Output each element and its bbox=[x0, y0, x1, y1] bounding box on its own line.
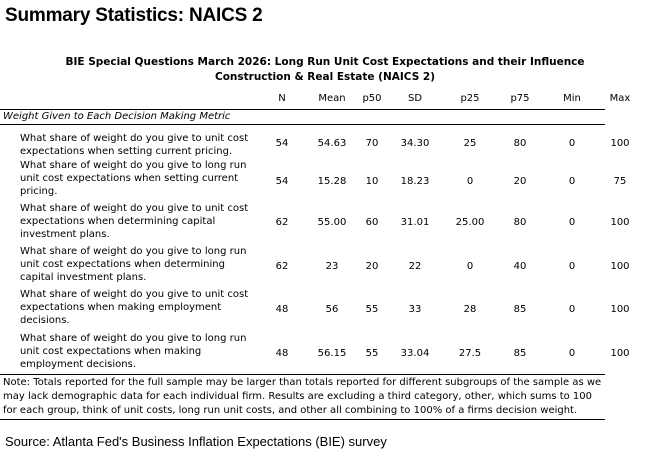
cell-mean: 55.00 bbox=[317, 217, 347, 228]
cell-p25: 27.5 bbox=[458, 348, 482, 359]
row-question: What share of weight do you give to unit… bbox=[20, 203, 249, 240]
cell-max: 75 bbox=[613, 176, 627, 187]
cell-p25: 0 bbox=[466, 261, 474, 272]
cell-p75: 20 bbox=[513, 176, 527, 187]
page-title: Summary Statistics: NAICS 2 bbox=[5, 5, 263, 26]
cell-n: 48 bbox=[275, 304, 289, 315]
cell-p75: 80 bbox=[513, 217, 527, 228]
cell-max: 100 bbox=[610, 138, 630, 149]
cell-n: 62 bbox=[275, 217, 289, 228]
table-row: What share of weight do you give to unit… bbox=[0, 131, 650, 173]
row-question: What share of weight do you give to long… bbox=[20, 246, 247, 283]
cell-min: 0 bbox=[568, 304, 576, 315]
cell-p50: 55 bbox=[365, 304, 379, 315]
cell-n: 62 bbox=[275, 261, 289, 272]
row-question: What share of weight do you give to unit… bbox=[20, 289, 249, 326]
cell-sd: 34.30 bbox=[400, 138, 430, 149]
cell-p50: 55 bbox=[365, 348, 379, 359]
cell-mean: 54.63 bbox=[317, 138, 347, 149]
header-p50: p50 bbox=[362, 93, 382, 104]
source-caption: Source: Atlanta Fed's Business Inflation… bbox=[5, 434, 387, 449]
header-mean: Mean bbox=[318, 93, 346, 104]
cell-p50: 20 bbox=[365, 261, 379, 272]
cell-mean: 15.28 bbox=[317, 176, 347, 187]
row-question: What share of weight do you give to long… bbox=[20, 160, 247, 197]
cell-p25: 28 bbox=[463, 304, 477, 315]
header-p25: p25 bbox=[460, 93, 480, 104]
header-min: Min bbox=[563, 93, 581, 104]
cell-max: 100 bbox=[610, 261, 630, 272]
cell-min: 0 bbox=[568, 217, 576, 228]
cell-p25: 25 bbox=[463, 138, 477, 149]
cell-n: 54 bbox=[275, 176, 289, 187]
cell-max: 100 bbox=[610, 348, 630, 359]
table-note: Note: Totals reported for the full sampl… bbox=[0, 374, 605, 420]
table-header-row: N Mean p50 SD p25 p75 Min Max bbox=[0, 91, 650, 106]
cell-p25: 25.00 bbox=[455, 217, 485, 228]
cell-sd: 33.04 bbox=[400, 348, 430, 359]
cell-p50: 70 bbox=[365, 138, 379, 149]
cell-p50: 60 bbox=[365, 217, 379, 228]
header-max: Max bbox=[609, 93, 631, 104]
cell-sd: 33 bbox=[408, 304, 422, 315]
cell-min: 0 bbox=[568, 348, 576, 359]
cell-n: 54 bbox=[275, 138, 289, 149]
table-subtitle: Construction & Real Estate (NAICS 2) bbox=[214, 71, 436, 83]
cell-sd: 31.01 bbox=[400, 217, 430, 228]
cell-p75: 80 bbox=[513, 138, 527, 149]
cell-p75: 40 bbox=[513, 261, 527, 272]
section-label: Weight Given to Each Decision Making Met… bbox=[3, 111, 231, 122]
cell-mean: 56.15 bbox=[317, 348, 347, 359]
cell-sd: 18.23 bbox=[400, 176, 430, 187]
cell-min: 0 bbox=[568, 138, 576, 149]
cell-sd: 22 bbox=[408, 261, 422, 272]
cell-min: 0 bbox=[568, 261, 576, 272]
cell-max: 100 bbox=[610, 304, 630, 315]
cell-p25: 0 bbox=[466, 176, 474, 187]
cell-p50: 10 bbox=[365, 176, 379, 187]
cell-mean: 23 bbox=[325, 261, 339, 272]
header-p75: p75 bbox=[510, 93, 530, 104]
section-header: Weight Given to Each Decision Making Met… bbox=[0, 109, 605, 125]
header-sd: SD bbox=[407, 93, 423, 104]
header-n: N bbox=[278, 93, 286, 104]
cell-p75: 85 bbox=[513, 348, 527, 359]
table-row: What share of weight do you give to long… bbox=[0, 245, 650, 287]
cell-p75: 85 bbox=[513, 304, 527, 315]
cell-max: 100 bbox=[610, 217, 630, 228]
cell-n: 48 bbox=[275, 348, 289, 359]
table-row: What share of weight do you give to unit… bbox=[0, 202, 650, 244]
row-question: What share of weight do you give to unit… bbox=[20, 133, 249, 157]
table-row: What share of weight do you give to long… bbox=[0, 159, 650, 201]
table-row: What share of weight do you give to long… bbox=[0, 332, 650, 374]
row-question: What share of weight do you give to long… bbox=[20, 333, 247, 370]
table-title: BIE Special Questions March 2026: Long R… bbox=[65, 56, 585, 68]
table-row: What share of weight do you give to unit… bbox=[0, 288, 650, 330]
cell-mean: 56 bbox=[325, 304, 339, 315]
cell-min: 0 bbox=[568, 176, 576, 187]
